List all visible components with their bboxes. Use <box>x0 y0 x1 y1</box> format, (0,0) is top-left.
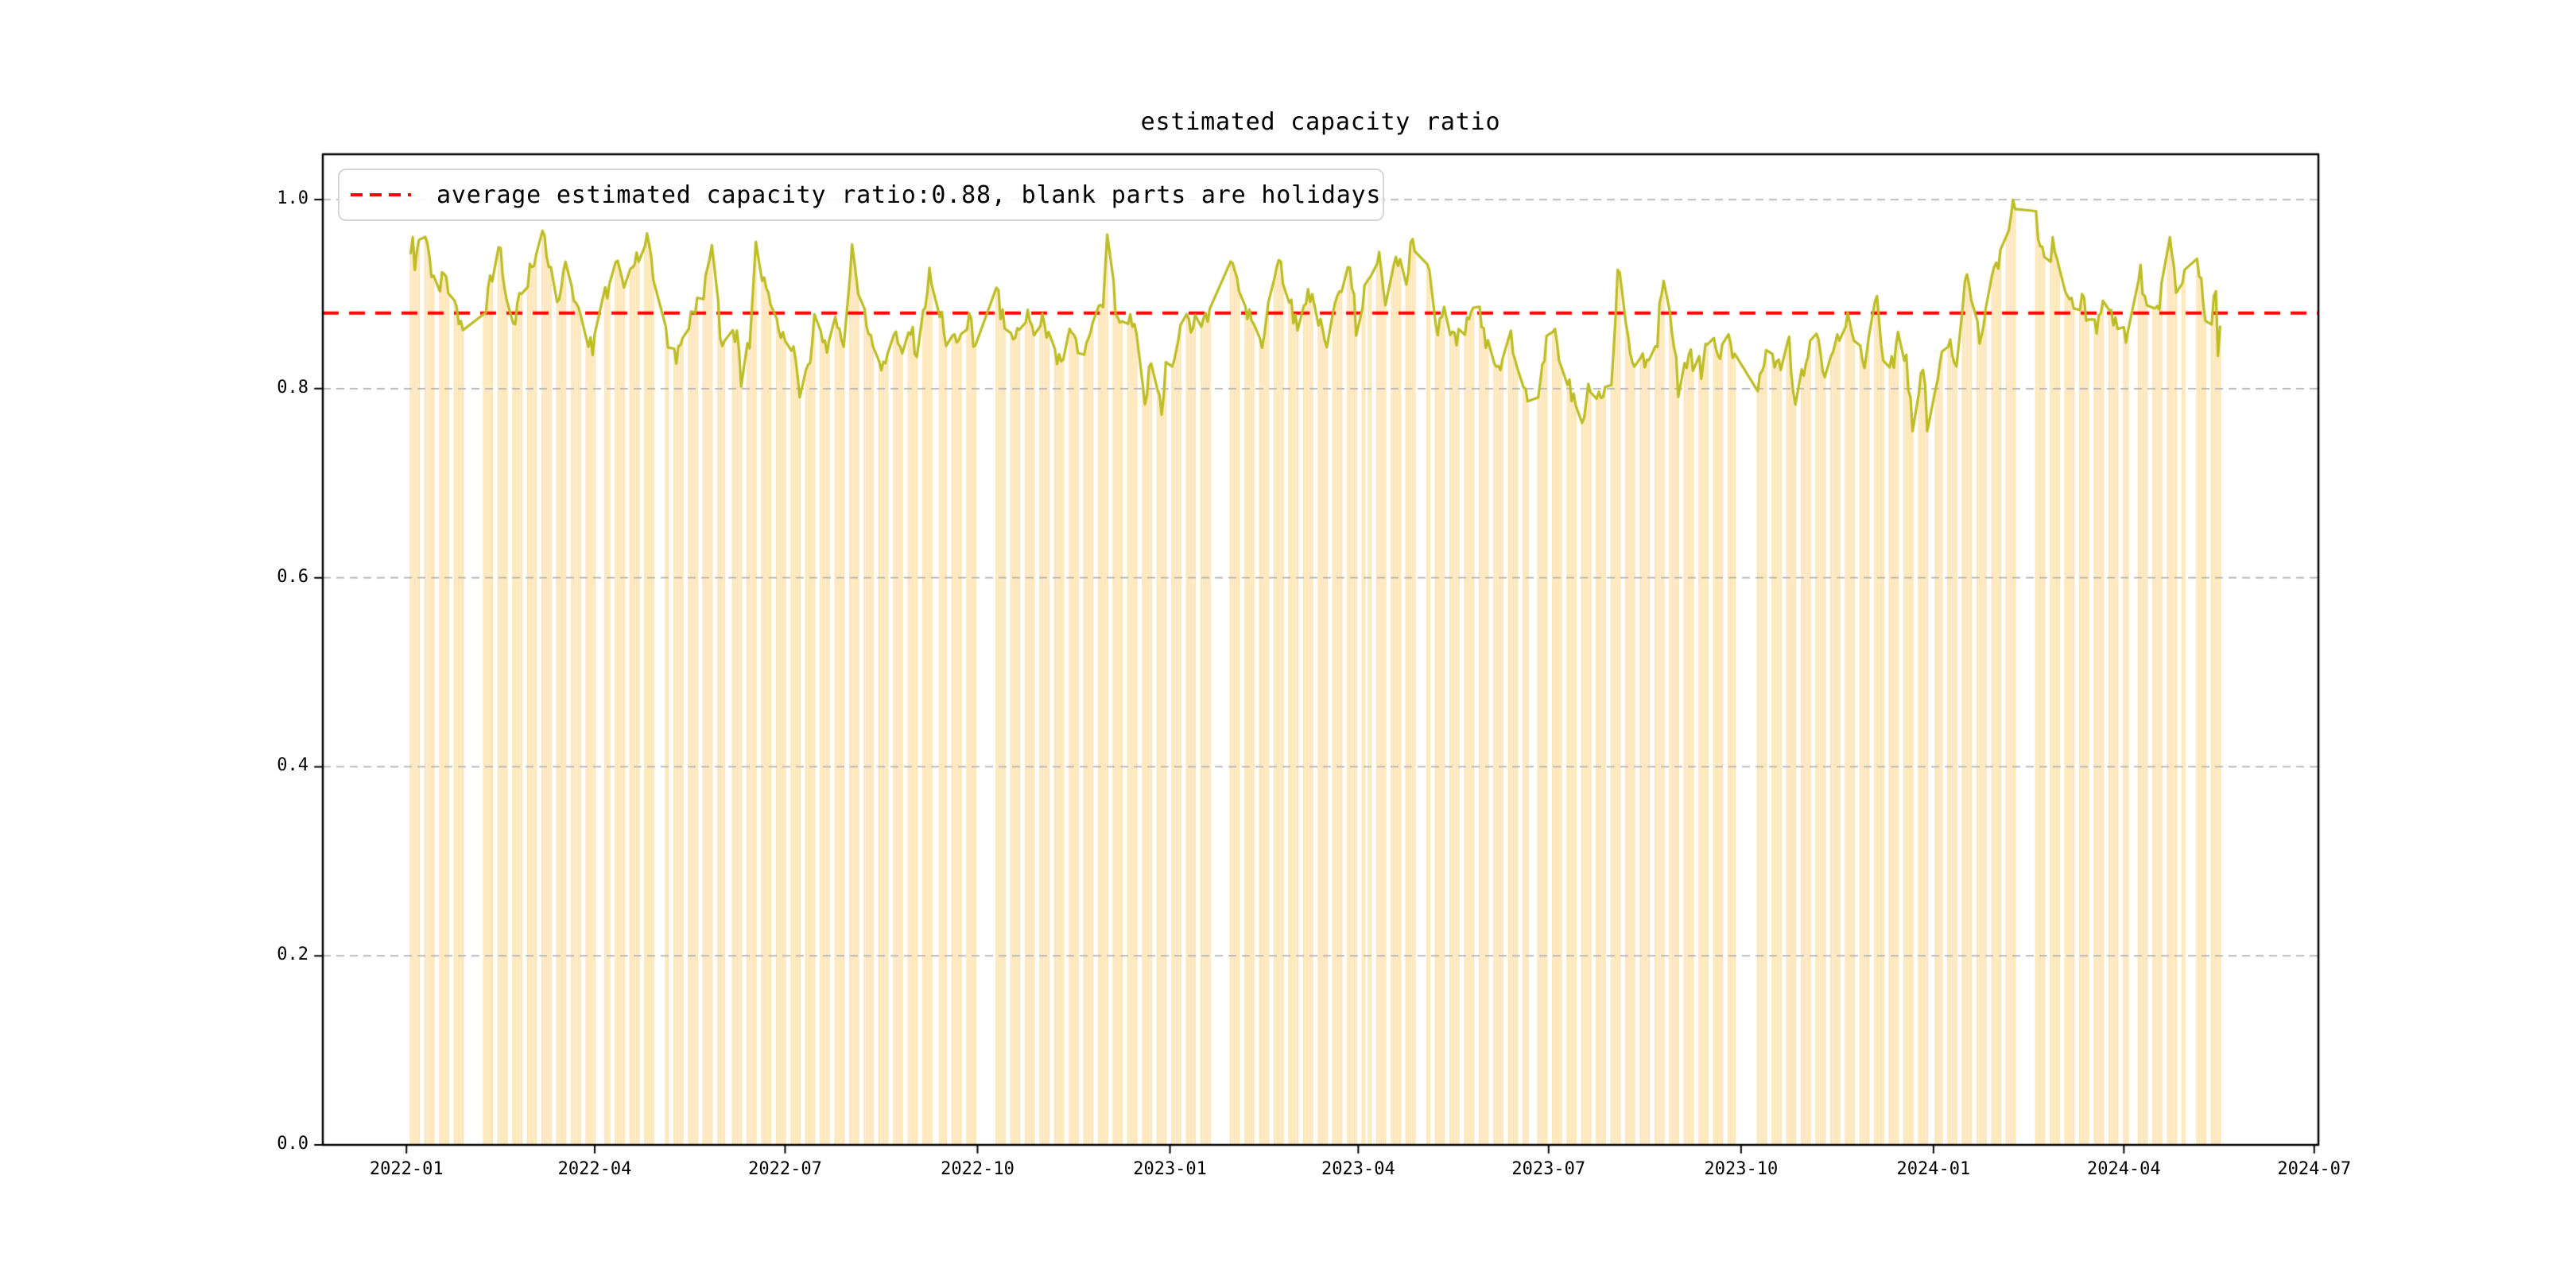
x-tick-label: 2023-07 <box>1511 1159 1586 1179</box>
x-tick-label: 2022-04 <box>557 1159 632 1179</box>
y-tick-label: 0.0 <box>277 1134 308 1154</box>
x-tick-label: 2023-04 <box>1321 1159 1395 1179</box>
x-tick-label: 2023-01 <box>1133 1159 1207 1179</box>
x-tick-label: 2022-01 <box>369 1159 444 1179</box>
y-tick-label: 0.8 <box>277 377 308 398</box>
legend: average estimated capacity ratio:0.88, b… <box>338 169 1384 221</box>
average-line-legend-marker <box>351 193 411 196</box>
x-tick-label: 2024-07 <box>2277 1159 2352 1179</box>
x-tick-label: 2023-10 <box>1704 1159 1779 1179</box>
y-tick-label: 0.2 <box>277 945 308 965</box>
x-tick-label: 2024-04 <box>2086 1159 2161 1179</box>
x-tick-label: 2022-10 <box>941 1159 1014 1179</box>
x-tick-label: 2022-07 <box>748 1159 822 1179</box>
y-tick-label: 1.0 <box>277 188 308 209</box>
x-tick-label: 2024-01 <box>1896 1159 1971 1179</box>
chart-title: estimated capacity ratio <box>1140 108 1501 136</box>
y-tick-label: 0.4 <box>277 755 308 776</box>
legend-label: average estimated capacity ratio:0.88, b… <box>436 180 1382 209</box>
y-tick-label: 0.6 <box>277 566 308 587</box>
